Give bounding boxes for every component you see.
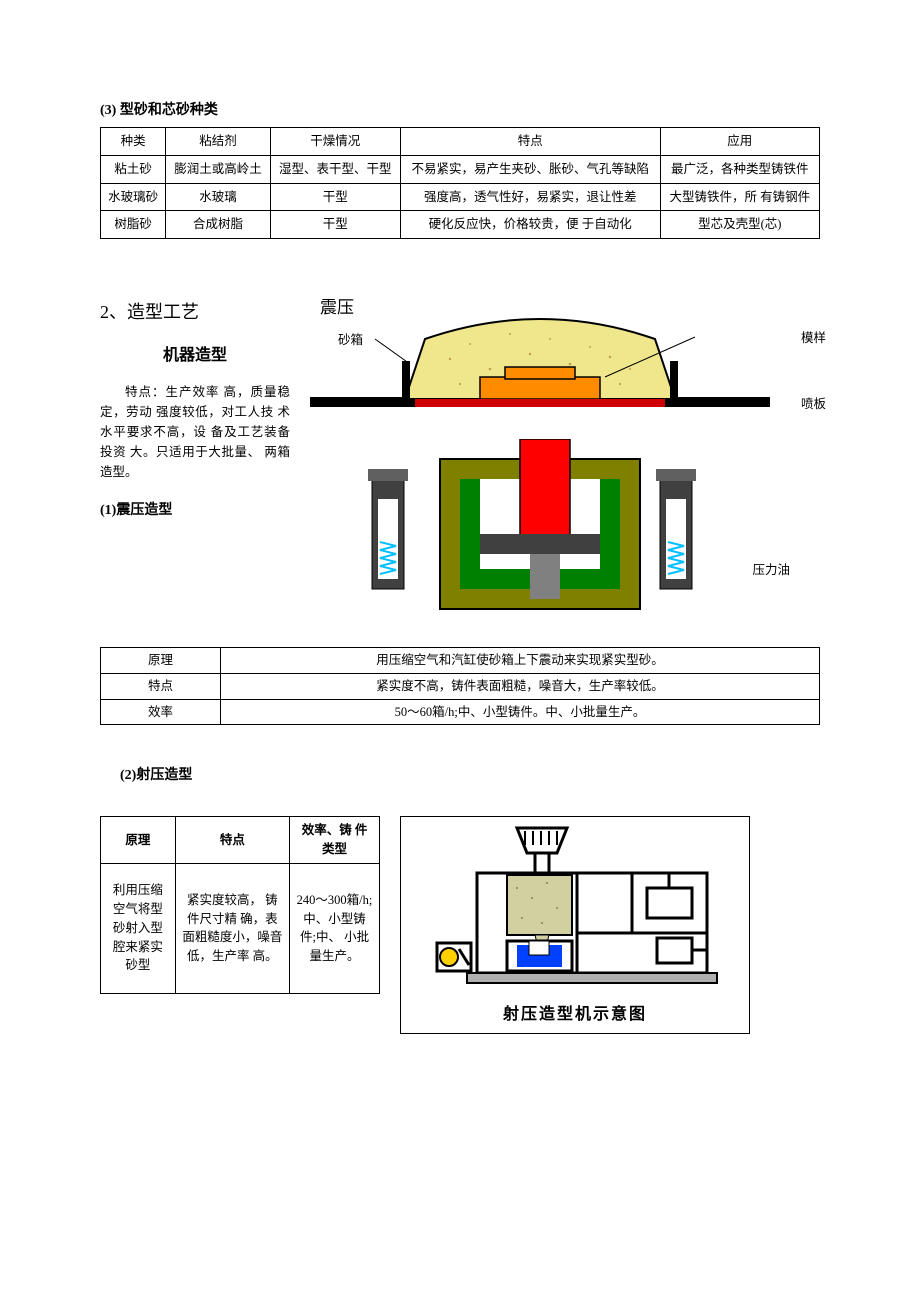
cell: 水玻璃 [166, 183, 270, 211]
shot-press-table: 原理 特点 效率、铸 件类型 利用压缩 空气将型 砂射入型 腔来紧实 砂型 紧实… [100, 816, 380, 994]
right-cylinder [656, 469, 696, 589]
cell: 树脂砂 [101, 211, 166, 239]
col-head: 应用 [660, 128, 819, 156]
table-row: 利用压缩 空气将型 砂射入型 腔来紧实 砂型 紧实度较高， 铸件尺寸精 确，表面… [101, 863, 380, 993]
cell: 合成树脂 [166, 211, 270, 239]
callout-pattern: 模样 [801, 329, 826, 348]
cell: 湿型、表干型、干型 [270, 155, 400, 183]
table-header-row: 原理 特点 效率、铸 件类型 [101, 817, 380, 864]
cell: 水玻璃砂 [101, 183, 166, 211]
col-head: 粘结剂 [166, 128, 270, 156]
table-row: 树脂砂 合成树脂 干型 硬化反应快，价格较贵，便 于自动化 型芯及壳型(芯) [101, 211, 820, 239]
col-head: 特点 [175, 817, 289, 864]
col-head: 种类 [101, 128, 166, 156]
cell: 紧实度较高， 铸件尺寸精 确，表面粗糙度小，噪音 低，生产率 高。 [175, 863, 289, 993]
table-row: 原理 用压缩空气和汽缸使砂箱上下震动来实现紧实型砂。 [101, 648, 820, 674]
sand-types-table: 种类 粘结剂 干燥情况 特点 应用 粘土砂 膨润土或高岭土 湿型、表干型、干型 … [100, 127, 820, 239]
col-head: 效率、铸 件类型 [290, 817, 380, 864]
shock-press-heading: (1)震压造型 [100, 500, 290, 521]
cell: 干型 [270, 211, 400, 239]
cell: 最广泛，各种类型铸铁件 [660, 155, 819, 183]
cell: 240～300箱/h;中、小型铸 件;中、 小批量生产。 [290, 863, 380, 993]
col-head: 干燥情况 [270, 128, 400, 156]
cell-label: 效率 [101, 699, 221, 725]
cell-value: 用压缩空气和汽缸使砂箱上下震动来实现紧实型砂。 [221, 648, 820, 674]
callout-plate: 喷板 [801, 395, 826, 414]
left-cylinder [368, 469, 408, 589]
cell: 大型铸铁件，所 有铸钢件 [660, 183, 819, 211]
cell-value: 50～60箱/h;中、小型铸件。中、小批量生产。 [221, 699, 820, 725]
cell: 型芯及壳型(芯) [660, 211, 819, 239]
shot-press-diagram-box: 射压造型机示意图 [400, 816, 750, 1034]
cell-label: 原理 [101, 648, 221, 674]
col-head: 特点 [400, 128, 660, 156]
shot-press-heading: (2)射压造型 [120, 765, 820, 786]
cell-value: 紧实度不高，铸件表面粗糙，噪音大，生产率较低。 [221, 673, 820, 699]
table-header-row: 种类 粘结剂 干燥情况 特点 应用 [101, 128, 820, 156]
table1-heading: (3) 型砂和芯砂种类 [100, 100, 820, 121]
cell: 利用压缩 空气将型 砂射入型 腔来紧实 砂型 [101, 863, 176, 993]
shock-press-diagram [310, 299, 820, 629]
diagram-top-label: 震压 [320, 295, 354, 321]
shock-press-info-table: 原理 用压缩空气和汽缸使砂箱上下震动来实现紧实型砂。 特点 紧实度不高，铸件表面… [100, 647, 820, 725]
press-mechanism-svg [310, 439, 770, 629]
callout-sandbox: 砂箱 [338, 331, 363, 350]
machine-molding-title: 机器造型 [100, 344, 290, 368]
sand-mound-svg [310, 299, 770, 439]
callout-oil: 压力油 [752, 561, 790, 580]
cell: 硬化反应快，价格较贵，便 于自动化 [400, 211, 660, 239]
cell: 膨润土或高岭土 [166, 155, 270, 183]
cell: 粘土砂 [101, 155, 166, 183]
table-row: 粘土砂 膨润土或高岭土 湿型、表干型、干型 不易紧实，易产生夹砂、胀砂、气孔等缺… [101, 155, 820, 183]
cell-label: 特点 [101, 673, 221, 699]
table-row: 特点 紧实度不高，铸件表面粗糙，噪音大，生产率较低。 [101, 673, 820, 699]
shot-press-caption: 射压造型机示意图 [407, 1003, 743, 1027]
shot-press-machine-svg [407, 823, 743, 993]
section2-title: 2、造型工艺 [100, 299, 290, 326]
col-head: 原理 [101, 817, 176, 864]
machine-molding-paragraph: 特点：生产效率 高，质量稳定，劳动 强度较低，对工人技 术水平要求不高，设 备及… [100, 382, 290, 482]
cell: 强度高，透气性好，易紧实，退让性差 [400, 183, 660, 211]
table-row: 效率 50～60箱/h;中、小型铸件。中、小批量生产。 [101, 699, 820, 725]
cell: 干型 [270, 183, 400, 211]
table-row: 水玻璃砂 水玻璃 干型 强度高，透气性好，易紧实，退让性差 大型铸铁件，所 有铸… [101, 183, 820, 211]
cell: 不易紧实，易产生夹砂、胀砂、气孔等缺陷 [400, 155, 660, 183]
